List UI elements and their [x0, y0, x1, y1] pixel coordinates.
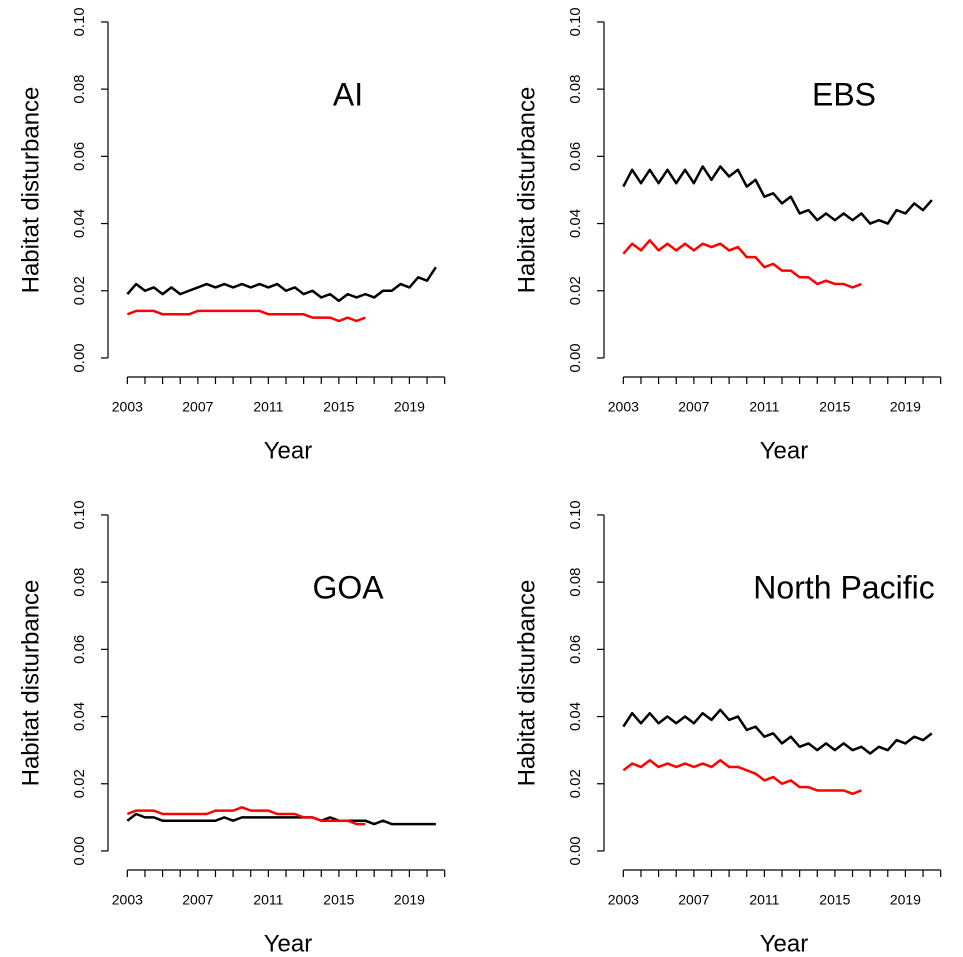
y-tick-label: 0.10 [71, 7, 88, 36]
series-line [622, 165, 933, 225]
series-line [126, 266, 437, 303]
x-tick-label: 2003 [608, 399, 639, 415]
y-tick-label: 0.08 [71, 568, 88, 597]
series-line [126, 309, 366, 323]
y-tick-label: 0.10 [567, 500, 584, 529]
y-tick-label: 0.10 [567, 7, 584, 36]
x-tick-label: 2015 [323, 892, 354, 908]
y-tick-label: 0.02 [71, 769, 88, 798]
x-tick-label: 2007 [182, 399, 213, 415]
y-tick-label: 0.00 [567, 836, 584, 865]
x-tick-label: 2011 [253, 892, 283, 908]
series-line [622, 708, 933, 755]
y-tick-label: 0.06 [567, 142, 584, 171]
x-tick-label: 2019 [890, 892, 921, 908]
y-axis-label: Habitat disturbance [513, 580, 540, 787]
y-tick-label: 0.00 [71, 836, 88, 865]
y-tick-label: 0.08 [567, 75, 584, 104]
panel-title: GOA [312, 569, 384, 605]
x-axis-label: Year [264, 437, 313, 464]
x-tick-label: 2011 [253, 399, 283, 415]
y-axis-label: Habitat disturbance [513, 87, 540, 294]
x-tick-label: 2003 [608, 892, 639, 908]
x-tick-label: 2019 [394, 892, 425, 908]
x-axis-label: Year [760, 930, 809, 957]
series-line [622, 239, 862, 289]
panel-title: EBS [812, 76, 876, 112]
y-tick-label: 0.10 [71, 500, 88, 529]
x-tick-label: 2019 [394, 399, 425, 415]
y-tick-label: 0.02 [567, 276, 584, 305]
series-line [126, 806, 366, 826]
x-tick-label: 2015 [819, 399, 850, 415]
x-axis-label: Year [264, 930, 313, 957]
y-tick-label: 0.06 [567, 635, 584, 664]
y-tick-label: 0.04 [71, 209, 88, 238]
y-tick-label: 0.06 [71, 635, 88, 664]
y-tick-label: 0.00 [567, 343, 584, 372]
y-tick-label: 0.06 [71, 142, 88, 171]
y-axis-label: Habitat disturbance [17, 580, 44, 787]
x-tick-label: 2007 [182, 892, 213, 908]
x-tick-label: 2011 [749, 892, 779, 908]
y-tick-label: 0.08 [71, 75, 88, 104]
y-tick-label: 0.00 [71, 343, 88, 372]
series-line [126, 812, 436, 826]
x-tick-label: 2003 [112, 399, 143, 415]
y-tick-label: 0.04 [567, 209, 584, 238]
x-tick-label: 2011 [749, 399, 779, 415]
x-axis-label: Year [760, 437, 809, 464]
y-tick-label: 0.04 [71, 702, 88, 731]
y-axis-label: Habitat disturbance [17, 87, 44, 294]
y-tick-label: 0.02 [71, 276, 88, 305]
x-tick-label: 2003 [112, 892, 143, 908]
x-tick-label: 2015 [819, 892, 850, 908]
x-tick-label: 2007 [678, 892, 709, 908]
panel-title: North Pacific [753, 569, 934, 605]
x-tick-label: 2015 [323, 399, 354, 415]
x-tick-label: 2007 [678, 399, 709, 415]
y-tick-label: 0.04 [567, 702, 584, 731]
y-tick-label: 0.08 [567, 568, 584, 597]
x-tick-label: 2019 [890, 399, 921, 415]
y-tick-label: 0.02 [567, 769, 584, 798]
panel-title: AI [333, 76, 363, 112]
series-line [622, 758, 862, 796]
